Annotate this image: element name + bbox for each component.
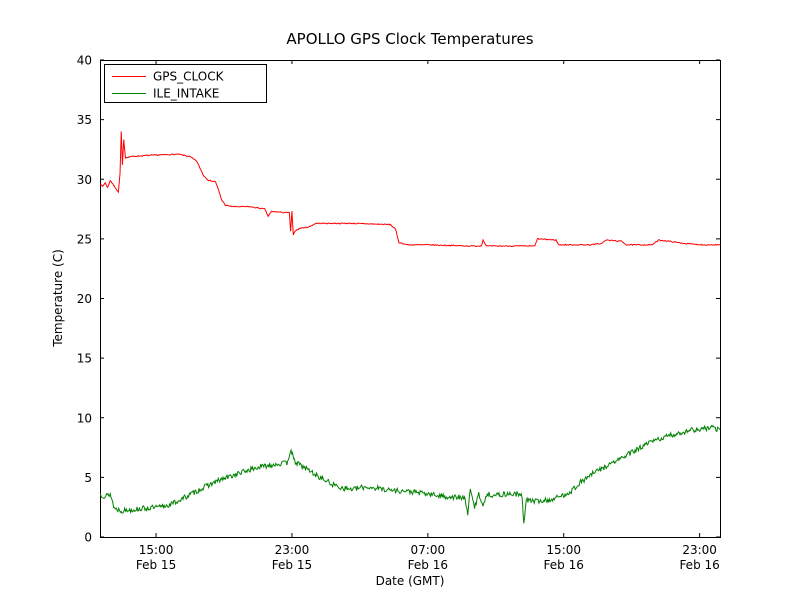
y-tick-label: 10 [77,411,92,425]
y-tick-label: 15 [77,352,92,366]
x-tick-label-time: 23:00 [275,543,310,557]
series-group [100,131,720,524]
chart-title: APOLLO GPS Clock Temperatures [286,30,533,48]
x-tick-label-date: Feb 15 [272,558,312,572]
y-tick-label: 30 [77,173,92,187]
x-tick-label-time: 15:00 [139,543,174,557]
x-tick-label-time: 23:00 [682,543,717,557]
y-tick-label: 5 [84,471,92,485]
y-tick-label: 40 [77,54,92,68]
x-axis-label: Date (GMT) [376,574,445,588]
legend-label-gps-clock: GPS_CLOCK [153,70,225,84]
axes-frame [100,60,721,538]
y-tick-label: 20 [77,292,92,306]
legend-label-ile-intake: ILE_INTAKE [153,87,219,101]
y-tick-label: 25 [77,232,92,246]
x-tick-label-date: Feb 16 [408,558,448,572]
x-tick-label-time: 07:00 [411,543,446,557]
series-line-gps-clock [100,131,720,248]
x-tick-label-date: Feb 15 [136,558,176,572]
x-tick-label-date: Feb 16 [544,558,584,572]
y-tick-label: 0 [84,531,92,545]
legend-box [104,64,267,103]
y-axis-label: Temperature (C) [51,249,65,348]
y-tick-label: 35 [77,113,92,127]
legend: GPS_CLOCK ILE_INTAKE [104,64,267,103]
x-tick-label-time: 15:00 [546,543,581,557]
series-line-ile-intake [100,424,720,524]
x-tick-label-date: Feb 16 [679,558,719,572]
